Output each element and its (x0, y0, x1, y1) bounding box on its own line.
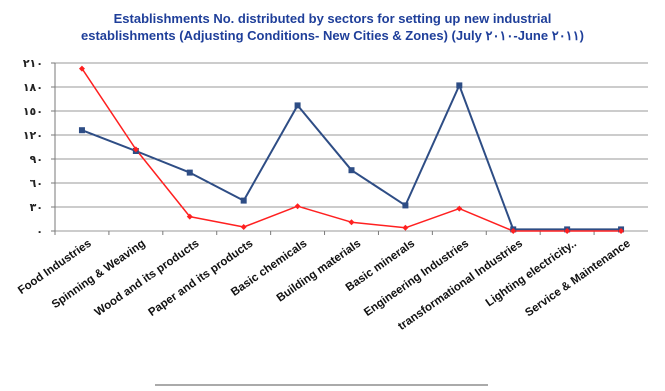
data-point (348, 219, 355, 226)
data-point (186, 169, 193, 176)
data-point (618, 228, 625, 234)
data-point (348, 167, 355, 174)
data-point (402, 202, 409, 209)
data-point (510, 228, 517, 234)
x-tick-label: Engineering Industries (362, 238, 471, 319)
y-tick-label: ٦٠ (30, 177, 43, 190)
data-point (294, 102, 301, 109)
series-points (78, 65, 625, 234)
data-point (564, 228, 571, 234)
chart-subtitle: establishments (Adjusting Conditions- Ne… (81, 28, 584, 43)
y-tick-label: ١٨٠ (23, 81, 43, 94)
data-point (78, 127, 85, 134)
x-tick-label: Wood and its products (93, 238, 202, 319)
y-axis: ٠ ٣٠ ٦٠ ٩٠ ١٢٠ ١٥٠ ١٨٠ ٢١٠ (23, 57, 56, 238)
y-tick-label: ١٢٠ (23, 129, 43, 142)
data-point (456, 205, 463, 212)
gridlines (55, 62, 648, 232)
data-point (240, 224, 247, 230)
data-point (132, 146, 139, 153)
data-point (402, 224, 409, 231)
data-point (456, 82, 463, 89)
y-tick-label: ٩٠ (30, 153, 43, 166)
x-tick-label: Lighting electricity.. (484, 238, 579, 310)
data-point (78, 65, 85, 72)
chart-title-block: Establishments No. distributed by sector… (0, 10, 665, 44)
y-tick-label: ٢١٠ (23, 57, 43, 70)
y-tick-label: ٣٠ (30, 201, 43, 214)
y-tick-label: ١٥٠ (23, 105, 43, 118)
x-tick-label: Service & Maintenance (523, 238, 633, 320)
x-tick-label: Paper and its products (146, 238, 255, 319)
chart-title: Establishments No. distributed by sector… (113, 11, 552, 26)
y-tick-label: ٠ (36, 225, 43, 238)
x-tick-label: Spinning & Weaving (50, 238, 148, 311)
series-line-1 (81, 84, 621, 231)
data-point (186, 213, 193, 220)
data-point (240, 197, 247, 204)
data-point (294, 203, 301, 210)
